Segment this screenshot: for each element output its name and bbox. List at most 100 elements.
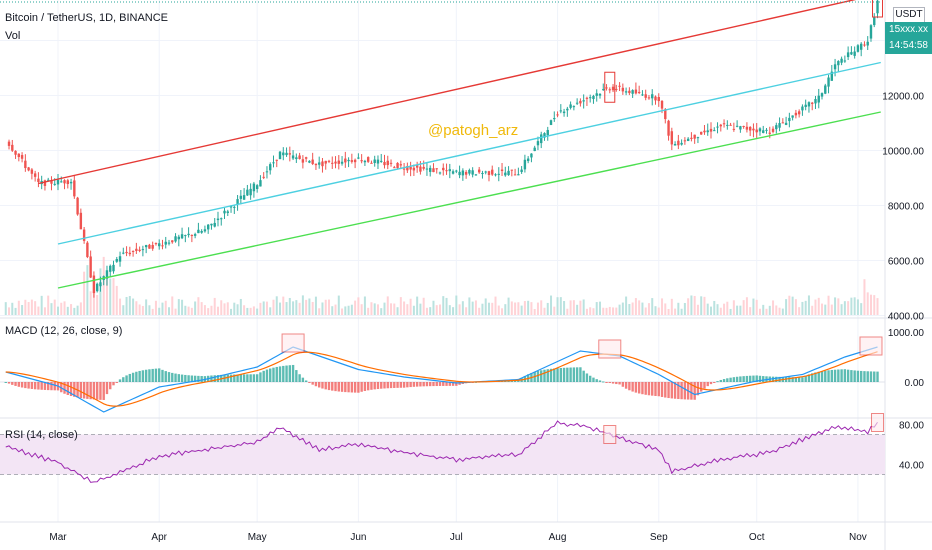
candle-body <box>432 168 435 173</box>
macd-histogram-bar <box>442 382 445 386</box>
currency-button[interactable]: USDT <box>893 7 925 23</box>
candle-body <box>804 104 807 108</box>
price-tick-label: 8000.00 <box>888 202 925 213</box>
macd-histogram-bar <box>856 370 860 382</box>
volume-bar <box>448 305 451 315</box>
candle-body <box>415 165 419 168</box>
volume-bar <box>723 303 726 315</box>
candle-body <box>236 199 239 205</box>
candle-body <box>843 60 847 62</box>
volume-bar <box>285 302 288 315</box>
macd-histogram-bar <box>745 375 749 382</box>
volume-bar <box>491 302 494 315</box>
volume-bar <box>324 299 327 315</box>
macd-histogram-bar <box>820 371 824 382</box>
volume-bar <box>550 295 553 315</box>
candle-body <box>458 171 461 176</box>
macd-histogram-bar <box>402 382 406 388</box>
macd-histogram-bar <box>396 382 399 388</box>
macd-histogram-bar <box>758 375 762 382</box>
price-highlight-box <box>872 0 884 18</box>
candle-body <box>347 159 350 162</box>
macd-histogram-bar <box>837 369 840 382</box>
macd-histogram-bar <box>285 365 288 382</box>
volume-bar <box>615 307 618 315</box>
macd-histogram-bar <box>399 382 403 388</box>
volume-bar <box>700 296 703 315</box>
volume-bar <box>305 299 308 315</box>
candle-body <box>278 151 282 160</box>
candle-body <box>732 128 736 130</box>
volume-bar <box>373 303 376 315</box>
volume-bar <box>576 304 579 315</box>
candle-body <box>213 222 216 227</box>
volume-bar <box>164 300 167 315</box>
volume-bar <box>693 295 696 315</box>
candle-body <box>233 206 236 208</box>
candle-body <box>406 166 409 171</box>
volume-bar <box>543 307 546 315</box>
candle-body <box>667 120 670 136</box>
macd-histogram-bar <box>771 376 775 382</box>
macd-histogram-bar <box>618 382 621 385</box>
candle-body <box>151 244 154 249</box>
candle-body <box>220 218 223 220</box>
volume-bar <box>409 298 412 315</box>
volume-bar <box>533 308 536 315</box>
candle-body <box>158 243 161 247</box>
macd-histogram-bar <box>30 382 34 389</box>
macd-histogram-bar <box>540 370 543 382</box>
macd-histogram-bar <box>513 380 517 382</box>
volume-bar <box>50 303 53 315</box>
candle-body <box>60 181 63 183</box>
candle-body <box>523 159 527 170</box>
macd-histogram-bar <box>37 382 40 390</box>
macd-histogram-bar <box>588 375 592 382</box>
volume-bar <box>161 302 164 315</box>
volume-bar <box>154 300 157 315</box>
candle-body <box>295 157 298 160</box>
candle-body <box>859 43 863 50</box>
macd-histogram-bar <box>278 366 282 382</box>
volume-bar <box>484 298 487 315</box>
candle-body <box>824 85 827 94</box>
macd-histogram-bar <box>47 382 50 391</box>
volume-bar <box>487 302 490 315</box>
macd-histogram-bar <box>445 382 448 386</box>
candle-body <box>510 169 514 171</box>
macd-histogram-bar <box>89 382 92 400</box>
candle-body <box>866 41 869 46</box>
volume-bar <box>109 278 112 315</box>
candle-body <box>553 118 556 120</box>
macd-histogram-bar <box>50 382 53 391</box>
macd-histogram-bar <box>651 382 654 396</box>
volume-bar <box>370 302 373 315</box>
candle-body <box>768 132 771 134</box>
volume-bar <box>716 304 719 315</box>
volume-bar <box>311 301 314 315</box>
candle-body <box>193 234 197 236</box>
macd-histogram-bar <box>347 382 350 393</box>
macd-histogram-bar <box>376 382 380 390</box>
channel-line-middle <box>57 61 881 245</box>
candle-body <box>494 174 497 176</box>
macd-histogram-bar <box>318 382 321 388</box>
volume-bar <box>814 299 817 315</box>
macd-histogram-bar <box>193 375 197 382</box>
macd-histogram-bar <box>242 374 246 382</box>
volume-bar <box>657 307 660 315</box>
candle-body <box>109 265 112 272</box>
macd-histogram-bar <box>680 382 683 400</box>
volume-bar <box>729 308 732 315</box>
rsi-label: RSI (14, close) <box>5 429 78 441</box>
candle-body <box>272 162 275 164</box>
macd-histogram-bar <box>112 382 115 386</box>
macd-histogram-bar <box>582 370 585 382</box>
volume-bar <box>96 294 99 315</box>
candle-body <box>340 161 344 164</box>
volume-bar <box>618 304 621 315</box>
macd-histogram-bar <box>109 382 112 390</box>
volume-bar <box>246 307 249 315</box>
volume-bar <box>856 299 859 315</box>
